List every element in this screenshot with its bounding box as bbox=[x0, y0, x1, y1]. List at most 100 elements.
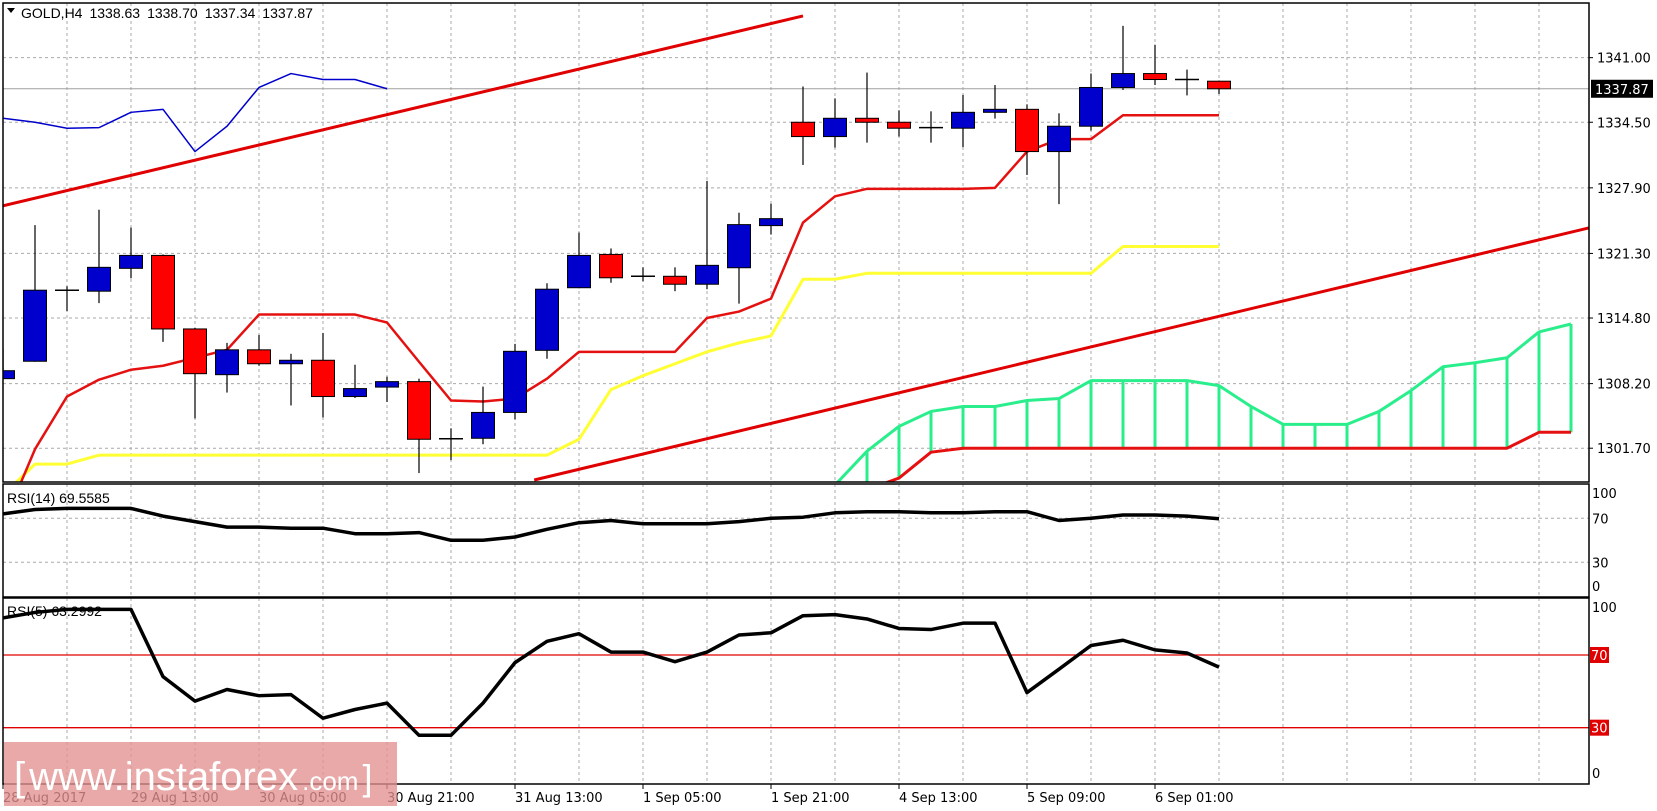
rsi5-panel[interactable] bbox=[3, 607, 1589, 738]
senkou-span-a-line bbox=[835, 322, 1572, 482]
time-tick-label: 1 Sep 21:00 bbox=[771, 791, 850, 806]
candle-body-bear bbox=[247, 349, 271, 365]
high-price: 1338.70 bbox=[147, 5, 198, 21]
candle bbox=[407, 378, 431, 474]
candle bbox=[151, 254, 175, 342]
candle bbox=[727, 212, 751, 304]
price-tick-label: 1327.90 bbox=[1597, 182, 1651, 197]
rsi14-tick-label: 100 bbox=[1592, 487, 1617, 502]
candle-body-bull bbox=[567, 254, 591, 289]
candle-body-bull bbox=[119, 254, 143, 269]
dropdown-triangle-icon[interactable] bbox=[7, 8, 15, 13]
trendline bbox=[3, 14, 804, 208]
candle bbox=[951, 94, 975, 148]
candle bbox=[1175, 69, 1199, 96]
current-price-label: 1337.87 bbox=[1595, 83, 1649, 98]
low-price: 1337.34 bbox=[205, 5, 256, 21]
candle bbox=[247, 334, 271, 366]
candle bbox=[119, 227, 143, 279]
candle-body-bear bbox=[599, 253, 623, 279]
candle bbox=[791, 86, 815, 165]
time-tick-label: 31 Aug 13:00 bbox=[515, 791, 603, 806]
candle-body-bull bbox=[983, 108, 1007, 113]
time-tick-label: 6 Sep 01:00 bbox=[1155, 791, 1234, 806]
rsi-level-badge bbox=[1590, 719, 1609, 736]
rsi14-panel[interactable] bbox=[3, 506, 1220, 543]
candle bbox=[663, 267, 687, 292]
tenkan-sen-line bbox=[19, 114, 1219, 482]
time-tick-label: 5 Sep 09:00 bbox=[1027, 791, 1106, 806]
candle bbox=[1047, 113, 1071, 205]
rsi14-panel-border bbox=[2, 483, 1590, 598]
price-tick-label: 1334.50 bbox=[1597, 116, 1651, 131]
candle-body-bear bbox=[151, 254, 175, 330]
candle-body-bull bbox=[343, 388, 367, 398]
current-price-badge bbox=[1591, 79, 1653, 98]
candle-body-bear bbox=[183, 328, 207, 375]
rsi5-tick-label: 70 bbox=[1591, 649, 1608, 664]
time-tick-label: 4 Sep 13:00 bbox=[899, 791, 978, 806]
price-panel-border bbox=[2, 2, 1590, 483]
candle-body-bull bbox=[823, 117, 847, 138]
grid bbox=[3, 3, 1589, 784]
candle bbox=[1079, 73, 1103, 131]
rsi-level-badge bbox=[1590, 646, 1609, 663]
candle bbox=[759, 203, 783, 235]
candle-body-bull bbox=[1111, 73, 1135, 88]
senkou-span-b-line bbox=[884, 430, 1571, 482]
candle-body-bear bbox=[1015, 108, 1039, 153]
candle-body-bull bbox=[3, 370, 15, 380]
rsi5-tick-label: 0 bbox=[1592, 767, 1600, 782]
chart-header: GOLD,H4 1338.63 1338.70 1337.34 1337.87 bbox=[7, 5, 313, 21]
rsi5-tick-label: 100 bbox=[1592, 601, 1617, 616]
candle-body-bull bbox=[727, 224, 751, 269]
candle bbox=[503, 343, 527, 420]
rsi5-plot-area bbox=[3, 607, 1589, 738]
candle-body-bull bbox=[1047, 125, 1071, 153]
price-tick-label: 1301.70 bbox=[1597, 442, 1651, 457]
watermark-background bbox=[4, 742, 397, 806]
candle bbox=[695, 180, 719, 290]
symbol-timeframe: GOLD,H4 bbox=[21, 5, 83, 21]
candle-body-bear bbox=[1207, 80, 1231, 90]
candle bbox=[855, 72, 879, 143]
candle-body-bull bbox=[471, 411, 495, 439]
candle bbox=[311, 332, 335, 418]
candle-body-bull bbox=[279, 359, 303, 365]
candle-body-bull bbox=[1079, 86, 1103, 127]
candle-body-bull bbox=[695, 264, 719, 285]
kijun-sen-line bbox=[14, 244, 1219, 482]
watermark-suffix: .com bbox=[302, 766, 358, 796]
candle bbox=[87, 209, 111, 304]
trendline bbox=[533, 226, 1589, 482]
candle bbox=[215, 342, 239, 393]
candle bbox=[343, 364, 367, 399]
candle-body-bull bbox=[503, 350, 527, 413]
candle bbox=[439, 428, 463, 461]
candle-body-bull bbox=[87, 266, 111, 292]
rsi5-line bbox=[3, 607, 1220, 738]
candle-body-bear bbox=[1143, 73, 1167, 81]
rsi5-tick-label: 30 bbox=[1591, 722, 1608, 737]
candle bbox=[983, 84, 1007, 119]
candle bbox=[23, 225, 47, 362]
candle bbox=[279, 353, 303, 406]
candle bbox=[1111, 25, 1135, 90]
price-panel[interactable] bbox=[0, 14, 1590, 525]
candle bbox=[567, 232, 591, 289]
price-tick-label: 1314.80 bbox=[1597, 312, 1651, 327]
watermark: [ www.instaforex .com ] bbox=[4, 742, 397, 806]
watermark-bracket-close: ] bbox=[362, 757, 372, 798]
open-price: 1338.63 bbox=[89, 5, 140, 21]
candle-body-bull bbox=[23, 289, 47, 362]
candle-body-bear bbox=[887, 121, 911, 129]
price-plot-area bbox=[3, 14, 1589, 482]
price-tick-label: 1341.00 bbox=[1597, 52, 1651, 67]
candle bbox=[631, 267, 655, 282]
rsi5-panel-border bbox=[2, 597, 1590, 785]
watermark-bracket-open: [ bbox=[14, 755, 25, 799]
candle bbox=[1015, 104, 1039, 175]
rsi14-label: RSI(14) 69.5585 bbox=[7, 490, 110, 506]
time-tick-label: 30 Aug 21:00 bbox=[387, 791, 475, 806]
